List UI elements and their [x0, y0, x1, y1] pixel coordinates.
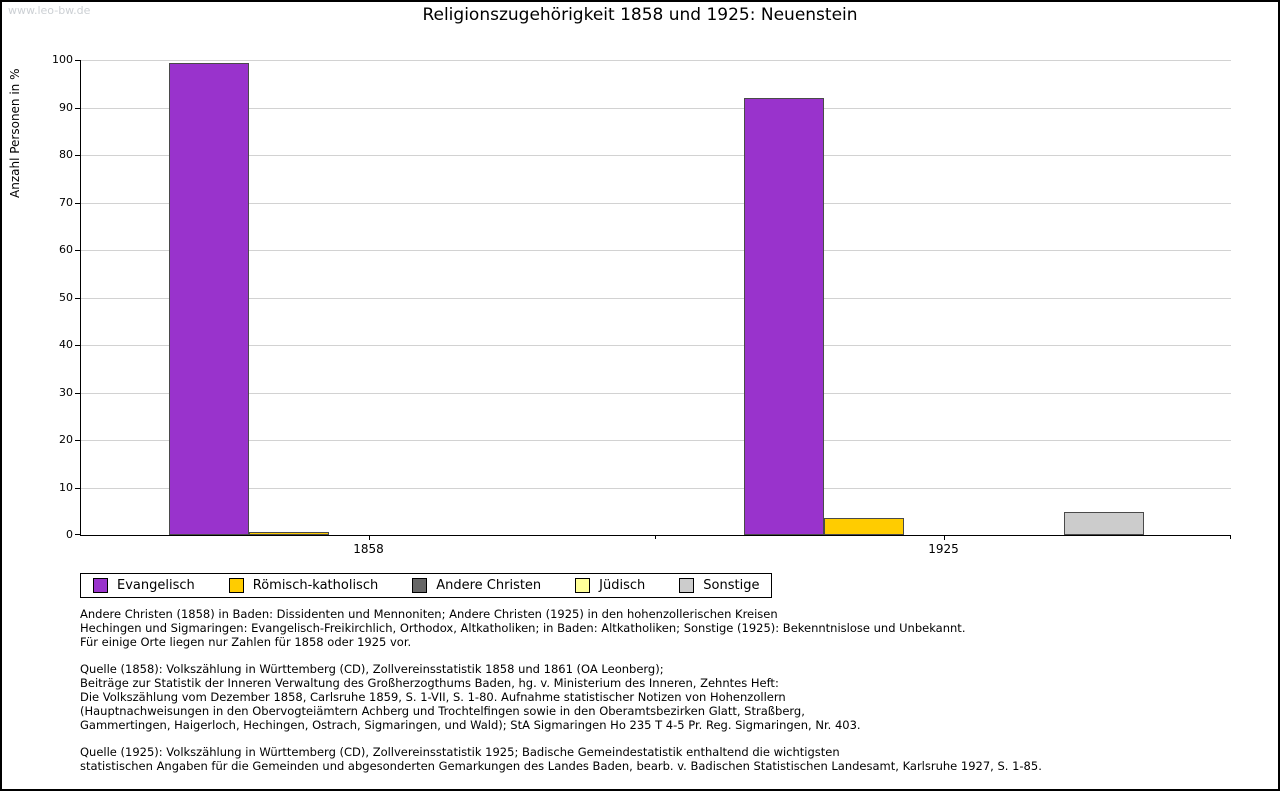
- chart-title: Religionszugehörigkeit 1858 und 1925: Ne…: [422, 5, 858, 25]
- legend-label: Römisch-katholisch: [252, 578, 379, 593]
- footnotes: Andere Christen (1858) in Baden: Disside…: [80, 607, 1200, 788]
- y-tick-label: 100: [52, 53, 73, 66]
- y-tick-label: 60: [59, 243, 73, 256]
- y-tick-mark: [75, 107, 81, 109]
- legend-item-evangelisch: Evangelisch: [93, 578, 195, 593]
- legend-item-andere-christen: Andere Christen: [412, 578, 541, 593]
- footnote-definitions: Andere Christen (1858) in Baden: Disside…: [80, 607, 966, 649]
- y-tick-label: 20: [59, 433, 73, 446]
- bar-sonstige-1925: [1063, 511, 1144, 535]
- y-tick-mark: [75, 534, 81, 535]
- legend-swatch: [575, 578, 591, 593]
- y-tick-label: 80: [59, 148, 73, 161]
- y-tick-label: 0: [66, 528, 73, 541]
- y-tick-mark: [75, 250, 81, 251]
- legend-swatch: [228, 578, 244, 593]
- footnote-source-1925: Quelle (1925): Volkszählung in Württembe…: [80, 745, 1042, 774]
- legend-swatch: [412, 578, 428, 593]
- legend-item-römisch-katholisch: Römisch-katholisch: [228, 578, 379, 593]
- gridline: [81, 60, 1231, 61]
- y-tick-mark: [75, 155, 81, 156]
- bar-römisch-katholisch-1925: [823, 518, 904, 535]
- x-tick-mark: [368, 535, 370, 540]
- y-tick-mark: [75, 440, 81, 441]
- y-tick-label: 90: [59, 100, 73, 114]
- x-tick-label: 1858: [353, 542, 384, 556]
- bar-römisch-katholisch-1858: [248, 531, 329, 535]
- category-divider-tick: [1230, 535, 1231, 539]
- gridline: [81, 155, 1231, 156]
- legend-swatch: [679, 578, 695, 593]
- gridline: [81, 392, 1231, 394]
- gridline: [81, 107, 1231, 109]
- legend-label: Jüdisch: [599, 578, 646, 593]
- y-tick-mark: [75, 60, 81, 61]
- y-tick-mark: [75, 392, 81, 394]
- legend-label: Andere Christen: [436, 578, 542, 593]
- y-tick-mark: [75, 202, 81, 204]
- y-tick-label: 50: [59, 290, 73, 304]
- footnote-source-1858: Quelle (1858): Volkszählung in Württembe…: [80, 662, 861, 732]
- gridline: [81, 202, 1231, 204]
- gridline: [81, 440, 1231, 441]
- legend: Evangelisch Römisch-katholisch Andere Chri…: [80, 573, 773, 598]
- legend-item-sonstige: Sonstige: [679, 578, 759, 593]
- y-tick-mark: [75, 345, 81, 346]
- gridline: [81, 487, 1231, 489]
- y-tick-label: 40: [59, 338, 73, 351]
- x-tick-mark: [943, 535, 945, 540]
- y-tick-mark: [75, 487, 81, 489]
- y-tick-label: 30: [59, 385, 73, 399]
- gridline: [81, 250, 1231, 251]
- y-axis-label: Anzahl Personen in %: [8, 68, 22, 198]
- plot-area: 0 10 20 30 40 50 60 70 80 90 100 1858 1925: [52, 54, 1231, 556]
- watermark: www.leo-bw.de: [8, 4, 91, 17]
- x-tick-label: 1925: [928, 542, 959, 556]
- category-divider-tick: [655, 535, 656, 539]
- bar-evangelisch-1858: [168, 63, 249, 535]
- legend-label: Sonstige: [703, 578, 760, 593]
- gridline: [81, 297, 1231, 299]
- bar-evangelisch-1925: [743, 98, 824, 535]
- gridline: [81, 345, 1231, 346]
- y-tick-mark: [75, 297, 81, 299]
- legend-label: Evangelisch: [117, 578, 195, 593]
- legend-item-jüdisch: Jüdisch: [575, 578, 645, 593]
- legend-swatch: [93, 578, 108, 593]
- y-tick-label: 10: [59, 480, 73, 494]
- y-tick-label: 70: [59, 195, 73, 209]
